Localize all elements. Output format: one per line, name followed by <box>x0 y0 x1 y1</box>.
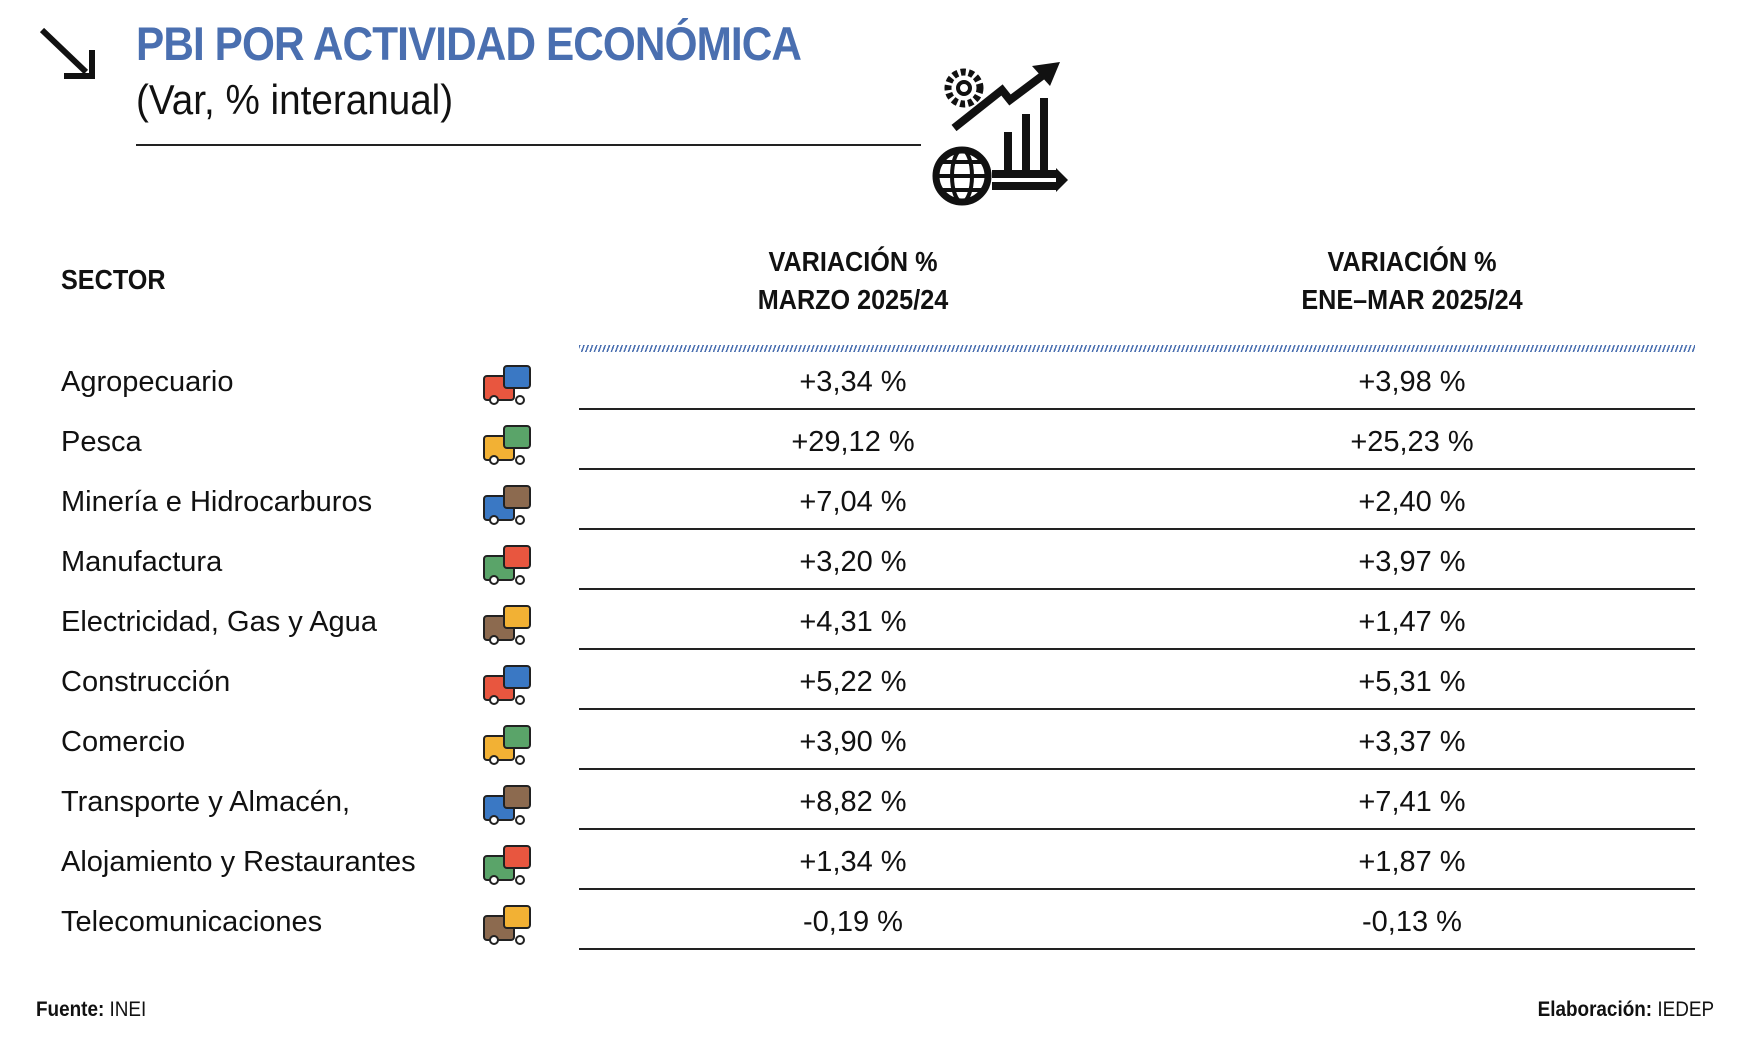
jan-mar-variation-value: +2,40 % <box>1358 486 1466 518</box>
row-divider <box>579 708 1695 710</box>
row-divider <box>579 528 1695 530</box>
factory-worker-icon <box>483 545 531 585</box>
march-variation-value: -0,19 % <box>803 906 903 938</box>
source-value: INEI <box>109 998 147 1021</box>
row-divider <box>579 408 1695 410</box>
march-variation-header: VARIACIÓN % MARZO 2025/24 <box>673 243 1033 319</box>
march-variation-value: +3,20 % <box>799 546 907 578</box>
page-subtitle: (Var, % interanual) <box>136 76 454 123</box>
arrow-down-right-icon <box>39 27 95 79</box>
march-variation-value: +29,12 % <box>791 426 915 458</box>
table-row: Electricidad, Gas y Agua +4,31 % +1,47 % <box>0 592 1740 652</box>
jan-mar-header-line2: ENE–MAR 2025/24 <box>1301 284 1523 315</box>
source-note: Fuente: INEI <box>36 998 146 1022</box>
mining-truck-icon <box>483 485 531 525</box>
jan-mar-variation-value: +5,31 % <box>1358 666 1466 698</box>
jan-mar-variation-value: -0,13 % <box>1362 906 1462 938</box>
jan-mar-variation-header: VARIACIÓN % ENE–MAR 2025/24 <box>1232 243 1592 319</box>
sector-column-header: SECTOR <box>61 264 166 295</box>
march-variation-value: +1,34 % <box>799 846 907 878</box>
header-hatched-divider <box>579 345 1695 352</box>
source-label: Fuente: <box>36 998 105 1021</box>
table-row: Telecomunicaciones -0,19 % -0,13 % <box>0 892 1740 952</box>
global-trade-icon <box>483 725 531 765</box>
sector-name: Agropecuario <box>61 366 234 398</box>
table-row: Manufactura +3,20 % +3,97 % <box>0 532 1740 592</box>
jan-mar-variation-value: +1,87 % <box>1358 846 1466 878</box>
jan-mar-variation-value: +1,47 % <box>1358 606 1466 638</box>
march-variation-value: +8,82 % <box>799 786 907 818</box>
row-divider <box>579 468 1695 470</box>
row-divider <box>579 948 1695 950</box>
jan-mar-variation-value: +3,98 % <box>1358 366 1466 398</box>
sector-name: Construcción <box>61 666 231 698</box>
sector-name: Alojamiento y Restaurantes <box>61 846 416 878</box>
fishing-ship-icon <box>483 425 531 465</box>
satellite-icon <box>483 905 531 945</box>
table-row: Construcción +5,22 % +5,31 % <box>0 652 1740 712</box>
dam-icon <box>483 605 531 645</box>
row-divider <box>579 828 1695 830</box>
march-header-line2: MARZO 2025/24 <box>757 284 949 315</box>
jan-mar-variation-value: +3,37 % <box>1358 726 1466 758</box>
march-variation-value: +3,34 % <box>799 366 907 398</box>
warehouse-truck-icon <box>483 785 531 825</box>
credit-value: IEDEP <box>1657 998 1714 1021</box>
march-variation-value: +3,90 % <box>799 726 907 758</box>
march-variation-value: +4,31 % <box>799 606 907 638</box>
sector-name: Minería e Hidrocarburos <box>61 486 373 518</box>
table-row: Alojamiento y Restaurantes +1,34 % +1,87… <box>0 832 1740 892</box>
credit-label: Elaboración: <box>1537 998 1653 1021</box>
table-row: Agropecuario +3,34 % +3,98 % <box>0 352 1740 412</box>
hotel-restaurant-icon <box>483 845 531 885</box>
jan-mar-variation-value: +25,23 % <box>1350 426 1474 458</box>
march-variation-value: +7,04 % <box>799 486 907 518</box>
row-divider <box>579 648 1695 650</box>
sector-name: Comercio <box>61 726 186 758</box>
table-row: Transporte y Almacén, +8,82 % +7,41 % <box>0 772 1740 832</box>
jan-mar-variation-value: +3,97 % <box>1358 546 1466 578</box>
jan-mar-variation-value: +7,41 % <box>1358 786 1466 818</box>
farm-icon <box>483 365 531 405</box>
table-row: Comercio +3,90 % +3,37 % <box>0 712 1740 772</box>
page-title: PBI POR ACTIVIDAD ECONÓMICA <box>136 17 802 70</box>
row-divider <box>579 888 1695 890</box>
row-divider <box>579 588 1695 590</box>
sector-name: Pesca <box>61 426 142 458</box>
sector-name: Transporte y Almacén, <box>61 786 351 818</box>
sector-name: Electricidad, Gas y Agua <box>61 606 377 638</box>
jan-mar-header-line1: VARIACIÓN % <box>1327 246 1497 277</box>
credit-note: Elaboración: IEDEP <box>1538 998 1714 1022</box>
table-row: Pesca +29,12 % +25,23 % <box>0 412 1740 472</box>
march-header-line1: VARIACIÓN % <box>768 246 938 277</box>
title-divider <box>136 144 921 146</box>
march-variation-value: +5,22 % <box>799 666 907 698</box>
table-row: Minería e Hidrocarburos +7,04 % +2,40 % <box>0 472 1740 532</box>
excavator-icon <box>483 665 531 705</box>
sector-name: Manufactura <box>61 546 223 578</box>
sector-name: Telecomunicaciones <box>61 906 323 938</box>
row-divider <box>579 768 1695 770</box>
economy-growth-chart-icon <box>932 62 1068 206</box>
